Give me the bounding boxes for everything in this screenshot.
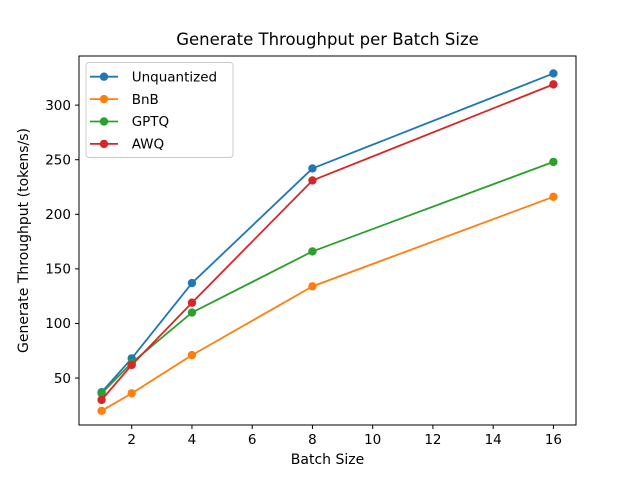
series-line-bnb — [100, 195, 555, 412]
legend-marker-unquantized — [99, 72, 109, 81]
y-tick-label: 200 — [45, 207, 71, 223]
series-marker-bnb — [187, 350, 197, 360]
y-tick-label: 100 — [45, 316, 71, 332]
x-tick-label: 10 — [364, 432, 381, 448]
x-tick-label: 8 — [308, 432, 317, 448]
series-marker-awq — [549, 80, 558, 89]
legend-marker-awq — [99, 139, 109, 149]
series-marker-gptq — [549, 157, 558, 167]
series-marker-awq — [127, 360, 136, 370]
x-tick-label: 2 — [127, 432, 136, 448]
plot-area: 2 4 6 8 10 12 14 16 50 100 150 200 250 300 Unquantized… — [45, 55, 577, 448]
y-tick-label: 250 — [45, 152, 71, 168]
x-tick-label: 16 — [545, 432, 562, 448]
x-tick-label: 4 — [188, 432, 197, 448]
legend-marker-gptq — [99, 117, 109, 126]
legend-label-gptq: GPTQ — [132, 114, 169, 130]
axes-spines — [78, 55, 577, 426]
series-marker-awq — [97, 395, 106, 405]
series-marker-gptq — [97, 389, 106, 398]
series-marker-unquantized — [308, 164, 317, 173]
series-marker-awq — [308, 176, 317, 185]
chart-title: Generate Throughput per Batch Size — [176, 30, 479, 49]
series-marker-unquantized — [549, 69, 558, 78]
legend-box — [85, 62, 234, 158]
legend-label-bnb: BnB — [132, 92, 159, 108]
y-tick-label: 300 — [45, 98, 71, 114]
series-marker-bnb — [127, 389, 136, 398]
legend-marker-bnb — [99, 94, 109, 104]
x-axis-label: Batch Size — [291, 452, 364, 468]
x-tick-label: 6 — [248, 432, 257, 448]
series-marker-gptq — [187, 308, 197, 317]
series-marker-awq — [187, 298, 197, 307]
series-marker-bnb — [549, 192, 558, 202]
y-tick-label: 150 — [45, 262, 71, 278]
series-marker-unquantized — [187, 278, 197, 288]
series-marker-bnb — [97, 406, 106, 416]
x-tick-label: 12 — [424, 432, 441, 448]
y-tick-label: 50 — [54, 371, 71, 387]
series-marker-bnb — [308, 282, 317, 291]
legend-label-awq: AWQ — [132, 137, 164, 153]
x-tick-label: 14 — [485, 432, 502, 448]
series-line-gptq — [100, 160, 555, 395]
y-axis-label: Generate Throughput (tokens/s) — [16, 128, 32, 353]
legend-label-unquantized: Unquantized — [132, 69, 217, 85]
series-marker-gptq — [308, 247, 317, 256]
